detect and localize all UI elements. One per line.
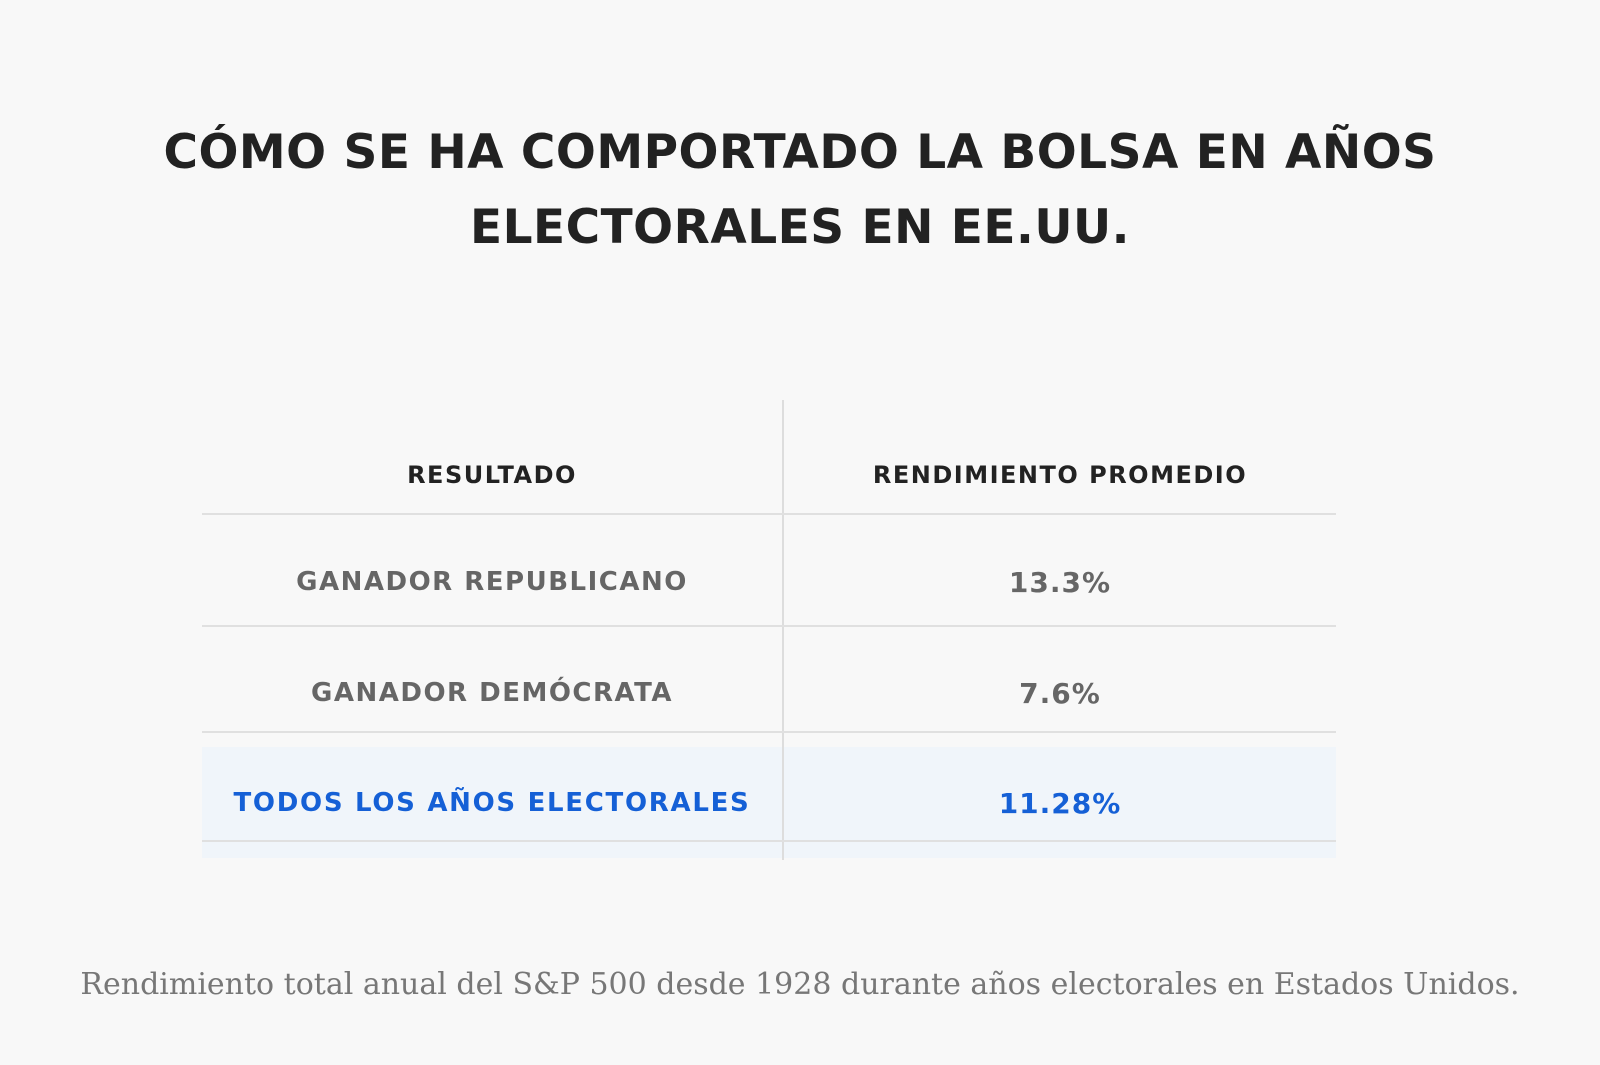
highlight-row-background <box>202 747 1336 858</box>
header-rendimiento-promedio: RENDIMIENTO PROMEDIO <box>872 461 1248 489</box>
row-divider-1 <box>202 625 1336 627</box>
row-value-democrata: 7.6% <box>1019 676 1101 710</box>
row-divider-2 <box>202 731 1336 733</box>
caption: Rendimiento total anual del S&P 500 desd… <box>80 967 1520 1002</box>
row-label-democrata: GANADOR DEMÓCRATA <box>311 678 673 708</box>
column-divider <box>782 400 784 860</box>
title-line-1: CÓMO SE HA COMPORTADO LA BOLSA EN AÑOS <box>163 125 1437 180</box>
chart-title: CÓMO SE HA COMPORTADO LA BOLSA EN AÑOS E… <box>100 115 1500 265</box>
header-resultado: RESULTADO <box>407 461 577 489</box>
returns-table: RESULTADO RENDIMIENTO PROMEDIO GANADOR R… <box>202 400 1336 860</box>
row-label-todos: TODOS LOS AÑOS ELECTORALES <box>233 788 751 818</box>
row-value-republicano: 13.3% <box>1008 565 1112 599</box>
row-divider-3 <box>202 840 1336 842</box>
header-divider <box>202 513 1336 515</box>
row-value-todos: 11.28% <box>998 786 1122 820</box>
row-label-republicano: GANADOR REPUBLICANO <box>296 567 688 597</box>
title-line-2: ELECTORALES EN EE.UU. <box>469 200 1131 255</box>
